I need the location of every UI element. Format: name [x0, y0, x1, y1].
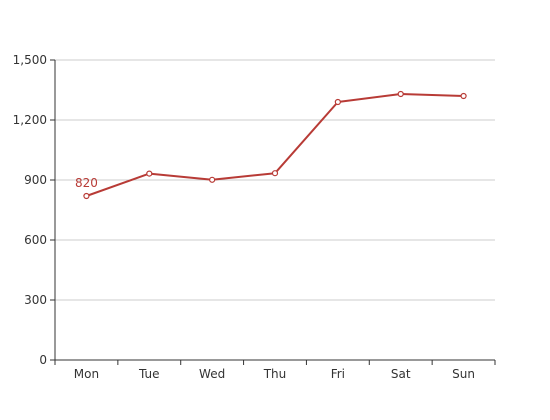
- data-labels: 820: [75, 176, 98, 190]
- y-tick-label: 1,500: [13, 53, 47, 67]
- data-point-sun[interactable]: [460, 92, 467, 100]
- data-point-wed[interactable]: [209, 176, 216, 183]
- grid-lines: [55, 59, 495, 301]
- series-points: [83, 90, 467, 200]
- x-tick-label: Wed: [199, 367, 225, 381]
- x-tick-label: Sun: [452, 367, 475, 381]
- data-label: 820: [75, 176, 98, 190]
- y-tick-labels: 0 300 600 900 1,200 1,500: [13, 53, 47, 367]
- x-tick-label: Mon: [74, 367, 99, 381]
- data-point-sat[interactable]: [397, 90, 404, 98]
- data-point-thu[interactable]: [271, 170, 279, 177]
- x-tick-label: Sat: [391, 367, 411, 381]
- axes: [50, 59, 496, 365]
- series-line: [86, 93, 464, 197]
- y-tick-label: 0: [39, 353, 47, 367]
- y-tick-label: 1,200: [13, 113, 47, 127]
- x-tick-label: Thu: [263, 367, 287, 381]
- data-point-fri[interactable]: [334, 98, 341, 106]
- data-point-tue[interactable]: [146, 170, 153, 177]
- x-tick-label: Tue: [138, 367, 160, 381]
- y-tick-label: 600: [24, 233, 47, 247]
- y-tick-label: 900: [24, 173, 47, 187]
- data-point-mon[interactable]: [83, 192, 90, 200]
- x-tick-labels: Mon Tue Wed Thu Fri Sat Sun: [74, 367, 475, 381]
- series-line-path: [86, 93, 464, 197]
- y-tick-label: 300: [24, 293, 47, 307]
- x-tick-label: Fri: [331, 367, 345, 381]
